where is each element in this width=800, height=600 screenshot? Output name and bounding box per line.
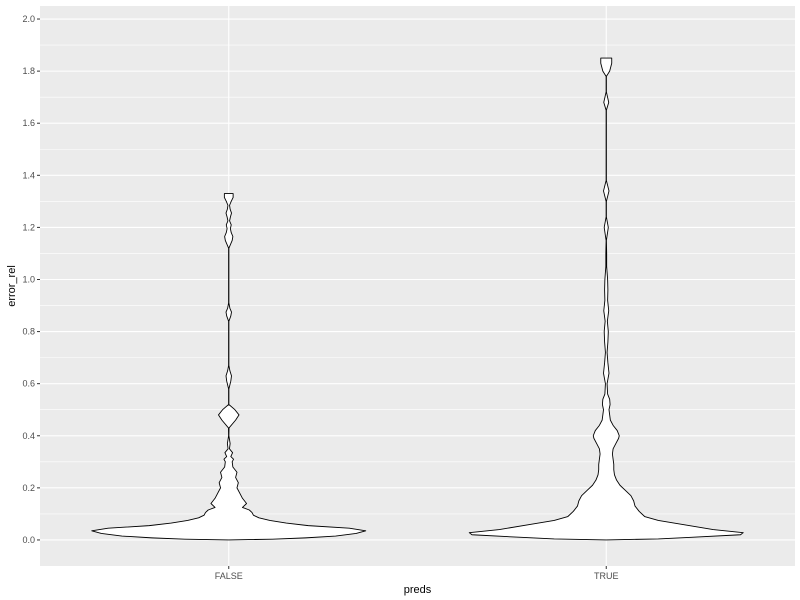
y-tick-label: 1.4 xyxy=(22,170,35,180)
y-tick-label: 0.0 xyxy=(22,535,35,545)
y-tick-label: 2.0 xyxy=(22,14,35,24)
y-tick-label: 1.2 xyxy=(22,222,35,232)
y-tick-label: 1.6 xyxy=(22,118,35,128)
plot-panel xyxy=(40,6,795,566)
y-axis-ticks: 0.0 0.2 0.4 0.6 0.8 1.0 1.2 1.4 1.6 1.8 2.0 xyxy=(22,14,40,545)
y-tick-label: 0.2 xyxy=(22,483,35,493)
violin-true xyxy=(468,57,744,541)
y-axis-title: error_rel xyxy=(6,265,18,307)
y-tick-label: 0.4 xyxy=(22,431,35,441)
x-axis-ticks: FALSE TRUE xyxy=(215,566,619,581)
y-tick-label: 0.8 xyxy=(22,327,35,337)
x-axis-title: preds xyxy=(404,584,432,596)
violin-false xyxy=(91,193,367,541)
minor-gridlines xyxy=(40,44,795,515)
violins xyxy=(91,57,744,541)
y-tick-label: 1.8 xyxy=(22,66,35,76)
y-tick-label: 0.6 xyxy=(22,379,35,389)
x-tick-label: FALSE xyxy=(215,571,243,581)
y-tick-label: 1.0 xyxy=(22,274,35,284)
x-tick-label: TRUE xyxy=(594,571,619,581)
